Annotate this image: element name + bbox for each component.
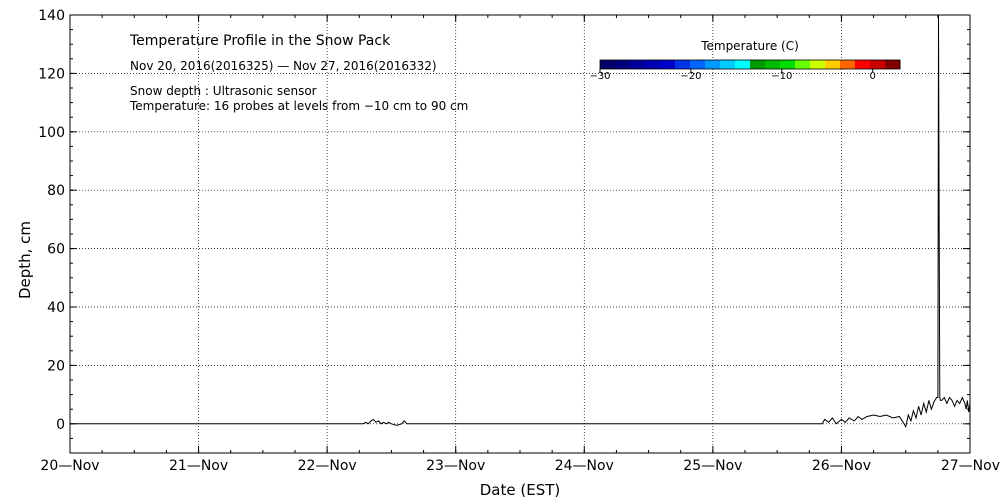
x-tick-label: 26—Nov — [812, 458, 871, 474]
x-tick-label: 27—Nov — [941, 458, 1000, 474]
chart-title: Temperature Profile in the Snow Pack — [129, 33, 391, 49]
chart-subtitle: Nov 20, 2016(2016325) — Nov 27, 2016(201… — [130, 59, 437, 73]
chart-note-2: Temperature: 16 probes at levels from −1… — [129, 99, 468, 113]
y-axis-label: Depth, cm — [16, 221, 34, 299]
y-tick-label: 100 — [38, 125, 65, 141]
colorbar-swatch — [870, 60, 886, 69]
colorbar-swatch — [885, 60, 901, 69]
colorbar-swatch — [780, 60, 796, 69]
colorbar-swatch — [720, 60, 736, 69]
chart-note-1: Snow depth : Ultrasonic sensor — [130, 84, 317, 98]
snow-depth-layer — [70, 14, 971, 429]
x-tick-label: 22—Nov — [298, 458, 357, 474]
colorbar-swatch — [750, 60, 766, 69]
colorbar-swatch — [825, 60, 841, 69]
colorbar-swatch — [690, 60, 706, 69]
temperature-colorbar: −30 −20 −10 0 — [589, 59, 901, 82]
x-tick-label: 23—Nov — [426, 458, 485, 474]
colorbar-swatch — [705, 60, 721, 69]
y-tick-label: 60 — [47, 242, 65, 258]
colorbar-swatch — [855, 60, 871, 69]
y-tick-label: 140 — [38, 8, 65, 24]
colorbar-swatch — [765, 60, 781, 69]
colorbar-swatch — [615, 60, 631, 69]
x-tick-label: 21—Nov — [169, 458, 228, 474]
y-tick-label: 40 — [47, 300, 65, 316]
colorbar-swatch — [660, 60, 676, 69]
snow-depth-line — [70, 14, 971, 429]
x-tick-label: 20—Nov — [40, 458, 99, 474]
y-tick-label: 120 — [38, 66, 65, 82]
colorbar-swatch — [840, 60, 856, 69]
x-tick-label: 24—Nov — [555, 458, 614, 474]
colorbar-swatch — [630, 60, 646, 69]
colorbar-swatch — [735, 60, 751, 69]
axis-ticks: 0 20 40 60 80 100 120 140 20—Nov 21—Nov 22—Nov 23—N… — [38, 8, 1000, 474]
x-axis-label: Date (EST) — [480, 481, 561, 499]
colorbar-frame — [599, 59, 901, 70]
colorbar-swatch — [675, 60, 691, 69]
x-tick-label: 25—Nov — [683, 458, 742, 474]
y-tick-label: 80 — [47, 183, 65, 199]
colorbar-tick-label: 0 — [870, 71, 876, 82]
colorbar-tick-label: −30 — [589, 71, 610, 82]
colorbar-swatch — [810, 60, 826, 69]
colorbar-swatch — [600, 60, 616, 69]
colorbar-swatch — [795, 60, 811, 69]
y-tick-label: 20 — [47, 358, 65, 374]
colorbar-tick-label: −20 — [680, 71, 701, 82]
grid-lines — [70, 15, 970, 453]
colorbar-tick-label: −10 — [771, 71, 792, 82]
colorbar-label: Temperature (C) — [700, 39, 799, 53]
colorbar-swatch — [645, 60, 661, 69]
y-tick-label: 0 — [56, 417, 65, 433]
